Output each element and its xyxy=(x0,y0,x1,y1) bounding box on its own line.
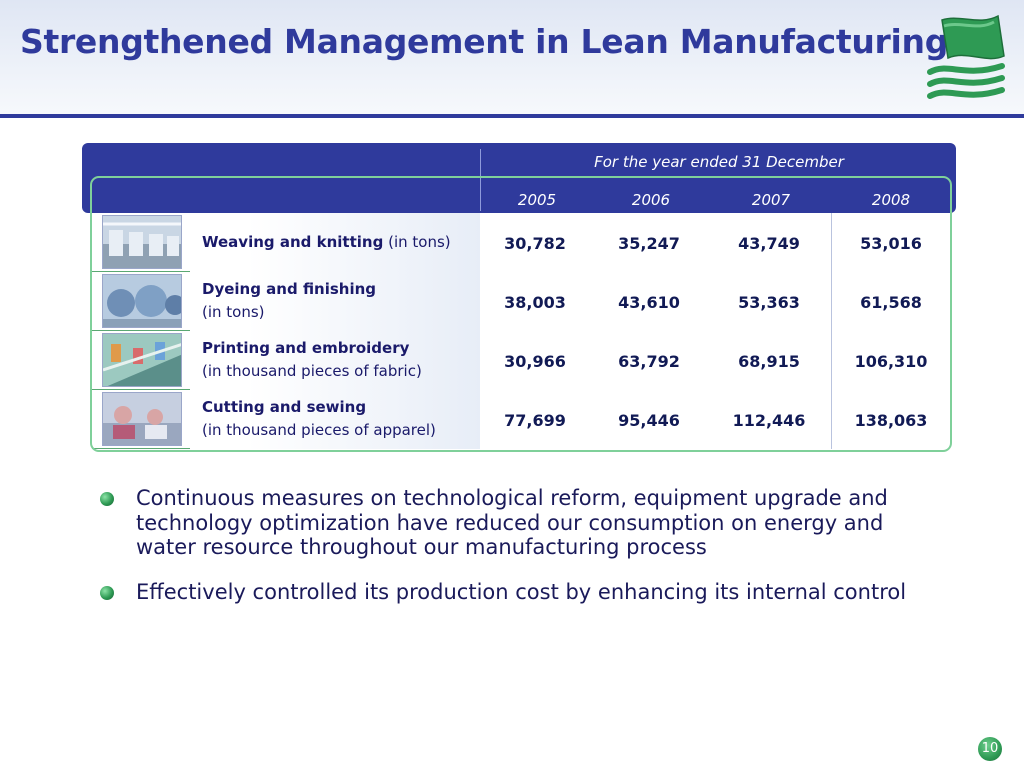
cell-dyeing-2008: 61,568 xyxy=(860,293,922,312)
bullet-dot-icon xyxy=(100,492,114,506)
cell-printing-2006: 63,792 xyxy=(618,352,680,371)
year-header-2005: 2005 xyxy=(517,191,557,209)
period-header: For the year ended 31 December xyxy=(594,153,844,171)
cell-dyeing-2007: 53,363 xyxy=(738,293,800,312)
table-frame xyxy=(90,176,952,452)
year-header-2007: 2007 xyxy=(751,191,791,209)
cell-weaving-2006: 35,247 xyxy=(618,234,680,253)
weaving-photo xyxy=(102,215,182,269)
production-table: For the year ended 31 December 2005 2006… xyxy=(82,143,956,455)
year-header-2006: 2006 xyxy=(631,191,671,209)
cell-weaving-2005: 30,782 xyxy=(504,234,566,253)
cell-printing-2005: 30,966 xyxy=(504,352,566,371)
cell-weaving-2007: 43,749 xyxy=(738,234,800,253)
cell-cutting-2005: 77,699 xyxy=(504,411,566,430)
row-label-weaving: Weaving and knitting (in tons) xyxy=(202,233,451,251)
cutting-photo xyxy=(102,392,182,446)
row-label-dyeing: Dyeing and finishing (in tons) xyxy=(202,280,377,321)
column-divider xyxy=(831,213,832,449)
page-number-badge: 10 xyxy=(978,737,1002,761)
cell-weaving-2008: 53,016 xyxy=(860,234,922,253)
cell-printing-2008: 106,310 xyxy=(854,352,928,371)
cell-dyeing-2005: 38,003 xyxy=(504,293,566,312)
bullet-list: Continuous measures on technological ref… xyxy=(96,486,946,624)
cell-cutting-2006: 95,446 xyxy=(618,411,680,430)
page-title: Strengthened Management in Lean Manufact… xyxy=(20,22,949,61)
row-label-cutting: Cutting and sewing (in thousand pieces of… xyxy=(202,398,436,439)
table-body: Weaving and knitting (in tons) Dyeing an… xyxy=(92,213,950,449)
bullet-dot-icon xyxy=(100,585,114,600)
header-divider-line xyxy=(480,149,481,211)
header-background xyxy=(0,0,1024,118)
dyeing-photo xyxy=(102,274,182,328)
cell-cutting-2008: 138,063 xyxy=(854,411,928,430)
table-header-band xyxy=(82,143,956,213)
cell-printing-2007: 68,915 xyxy=(738,352,800,371)
header-divider xyxy=(0,114,1024,118)
cell-cutting-2007: 112,446 xyxy=(732,411,806,430)
bullet-item: Effectively controlled its production co… xyxy=(96,580,946,605)
bullet-item: Continuous measures on technological ref… xyxy=(96,486,946,560)
row-label-printing: Printing and embroidery (in thousand piec… xyxy=(202,339,422,380)
year-header-2008: 2008 xyxy=(871,191,911,209)
printing-photo xyxy=(102,333,182,387)
flag-logo-icon xyxy=(924,12,1008,108)
cell-dyeing-2006: 43,610 xyxy=(618,293,680,312)
